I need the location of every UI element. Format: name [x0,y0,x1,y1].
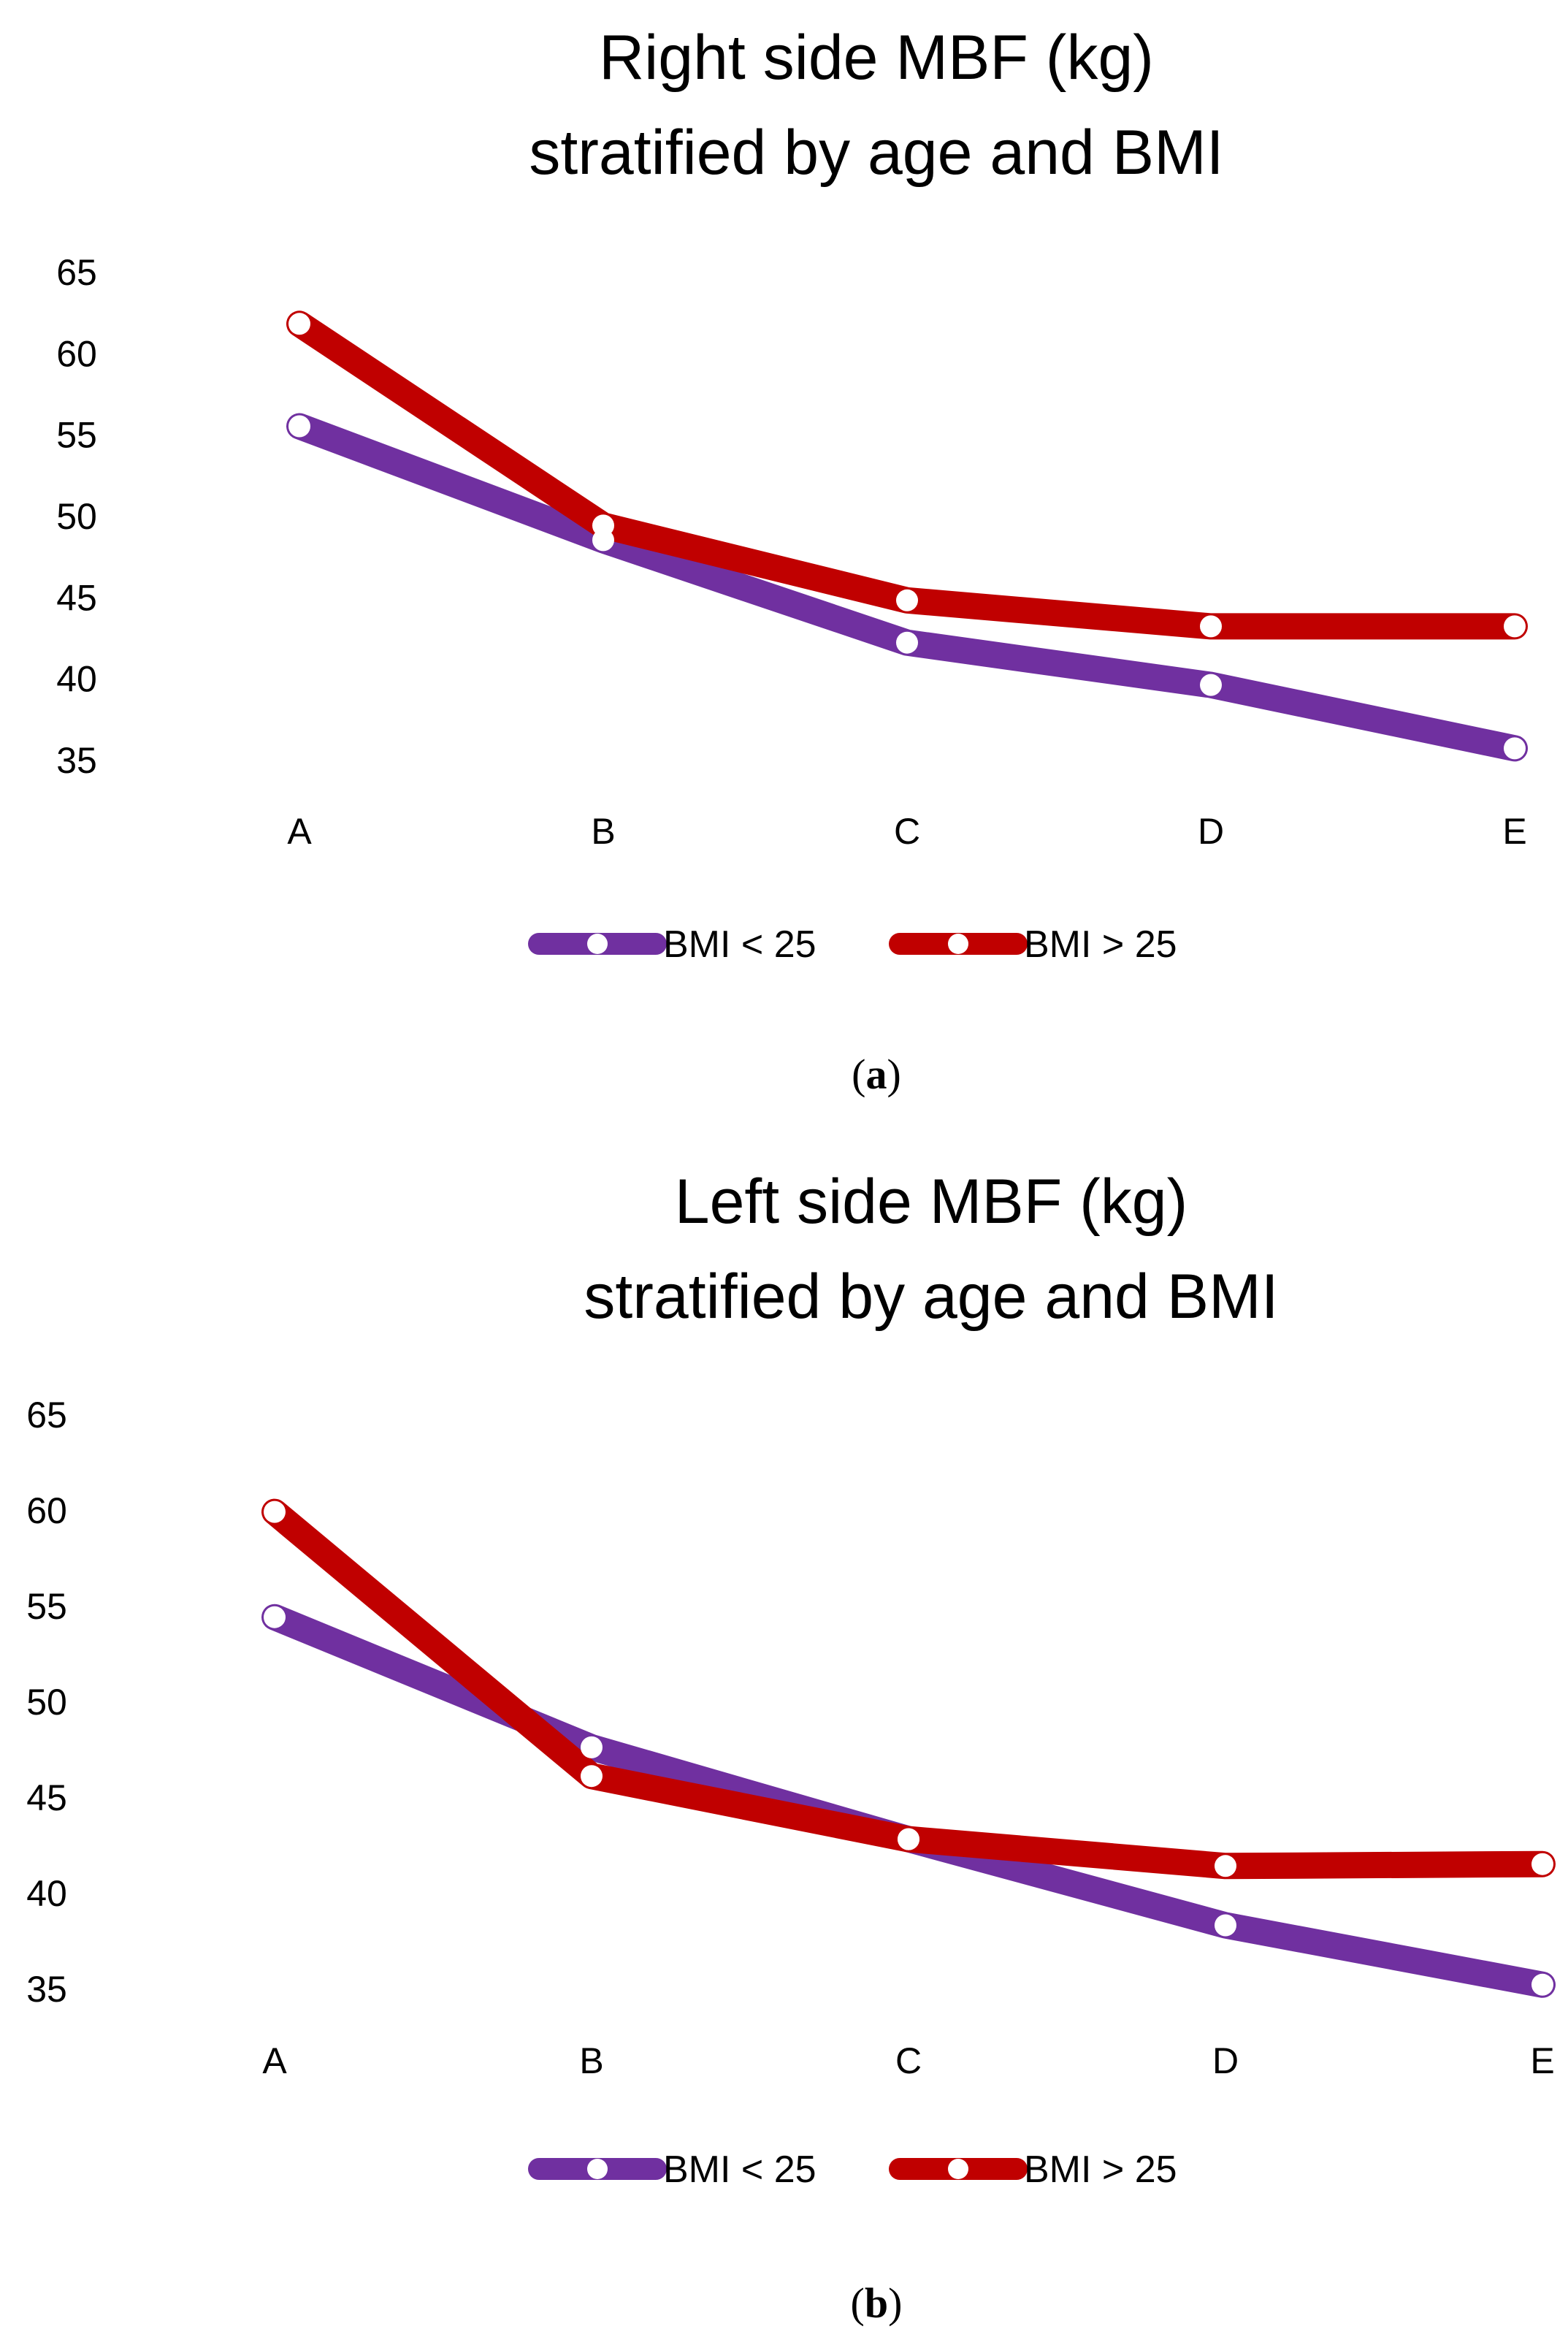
legend-marker-bmi-under-25 [587,2159,608,2179]
chart-panel-b: Left side MBF (kg) stratified by age and… [26,1167,1556,2327]
y-tick-label: 65 [26,1395,67,1435]
legend: BMI < 25 BMI > 25 [528,2148,1177,2191]
y-tick-label: 50 [26,1682,67,1723]
legend-label-bmi-under-25: BMI < 25 [663,923,816,966]
x-tick-label: B [591,811,615,852]
chart-title-line1: Left side MBF (kg) [675,1167,1188,1237]
data-point-bmi-under-25 [264,1606,286,1628]
x-axis-ticks: A B C D E [287,811,1526,852]
y-tick-label: 35 [26,1969,67,2010]
x-tick-label: C [894,811,920,852]
x-tick-label: A [262,2040,287,2081]
legend-marker-bmi-over-25 [948,2159,968,2179]
x-tick-label: C [895,2040,922,2081]
y-axis-ticks: 65 60 55 50 45 40 35 [26,1395,67,2010]
y-tick-label: 35 [56,740,97,781]
x-tick-label: D [1212,2040,1239,2081]
legend-label-bmi-over-25: BMI > 25 [1024,923,1177,966]
y-axis-ticks: 65 60 55 50 45 40 35 [56,252,97,781]
series-markers [288,313,1526,760]
data-point-bmi-over-25 [898,1828,919,1850]
x-axis-ticks: A B C D E [262,2040,1554,2081]
x-tick-label: B [579,2040,603,2081]
data-point-bmi-under-25 [1200,674,1222,696]
panel-label: (b) [851,2279,903,2327]
data-point-bmi-over-25 [592,514,614,537]
y-tick-label: 40 [56,659,97,700]
chart-panel-a: Right side MBF (kg) stratified by age an… [56,23,1528,1098]
legend-label-bmi-under-25: BMI < 25 [663,2148,816,2191]
series-lines [286,310,1528,762]
legend-label-bmi-over-25: BMI > 25 [1024,2148,1177,2191]
data-point-bmi-over-25 [1200,615,1222,638]
data-point-bmi-under-25 [1531,1973,1553,1996]
data-point-bmi-under-25 [1215,1914,1236,1937]
legend: BMI < 25 BMI > 25 [528,923,1177,966]
series-lines [261,1498,1556,1998]
y-tick-label: 60 [56,333,97,374]
panel-label: (a) [852,1051,901,1098]
legend-marker-bmi-under-25 [587,934,608,954]
y-tick-label: 65 [56,252,97,293]
x-tick-label: D [1198,811,1224,852]
y-tick-label: 45 [26,1777,67,1818]
y-tick-label: 55 [56,415,97,456]
chart-title-line2: stratified by age and BMI [529,118,1223,188]
chart-title-line1: Right side MBF (kg) [599,23,1154,93]
data-point-bmi-over-25 [288,313,310,335]
data-point-bmi-over-25 [896,589,918,611]
x-tick-label: A [287,811,312,852]
series-line-bmi-over-25 [286,310,1528,640]
data-point-bmi-under-25 [288,415,310,438]
chart-title-line2: stratified by age and BMI [584,1262,1278,1332]
y-tick-label: 45 [56,577,97,618]
data-point-bmi-over-25 [1531,1853,1553,1875]
series-markers [264,1501,1553,1996]
x-tick-label: E [1502,811,1526,852]
legend-marker-bmi-over-25 [948,934,968,954]
data-point-bmi-under-25 [896,631,918,654]
x-tick-label: E [1530,2040,1554,2081]
y-tick-label: 40 [26,1873,67,1914]
data-point-bmi-over-25 [1504,615,1526,638]
data-point-bmi-under-25 [1504,737,1526,760]
data-point-bmi-over-25 [1215,1855,1236,1877]
data-point-bmi-over-25 [581,1765,603,1788]
data-point-bmi-over-25 [264,1501,286,1523]
y-tick-label: 50 [56,496,97,537]
data-point-bmi-under-25 [581,1736,603,1758]
y-tick-label: 60 [26,1490,67,1531]
y-tick-label: 55 [26,1586,67,1627]
